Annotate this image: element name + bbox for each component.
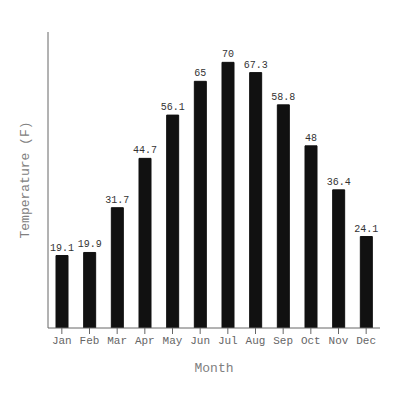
- svg-text:31.7: 31.7: [105, 195, 129, 206]
- svg-text:Temperature (F): Temperature (F): [18, 121, 33, 238]
- svg-text:24.1: 24.1: [354, 224, 378, 235]
- svg-text:56.1: 56.1: [161, 102, 185, 113]
- svg-text:48: 48: [305, 133, 317, 144]
- svg-text:67.3: 67.3: [244, 60, 268, 71]
- svg-text:Aug: Aug: [246, 335, 266, 347]
- svg-text:Jan: Jan: [52, 335, 72, 347]
- svg-text:Nov: Nov: [329, 335, 349, 347]
- svg-text:19.9: 19.9: [78, 239, 102, 250]
- svg-text:70: 70: [222, 49, 234, 60]
- svg-text:Apr: Apr: [135, 335, 155, 347]
- svg-text:58.8: 58.8: [271, 92, 295, 103]
- svg-text:Jun: Jun: [190, 335, 210, 347]
- svg-text:Jul: Jul: [218, 335, 238, 347]
- svg-text:May: May: [163, 335, 183, 347]
- svg-text:Oct: Oct: [301, 335, 321, 347]
- svg-text:Feb: Feb: [80, 335, 100, 347]
- svg-text:44.7: 44.7: [133, 145, 157, 156]
- svg-text:Sep: Sep: [273, 335, 293, 347]
- svg-text:Month: Month: [194, 361, 233, 376]
- svg-text:Dec: Dec: [356, 335, 376, 347]
- svg-text:19.1: 19.1: [50, 243, 74, 254]
- svg-text:Mar: Mar: [107, 335, 127, 347]
- svg-text:65: 65: [194, 68, 206, 79]
- svg-text:36.4: 36.4: [327, 177, 351, 188]
